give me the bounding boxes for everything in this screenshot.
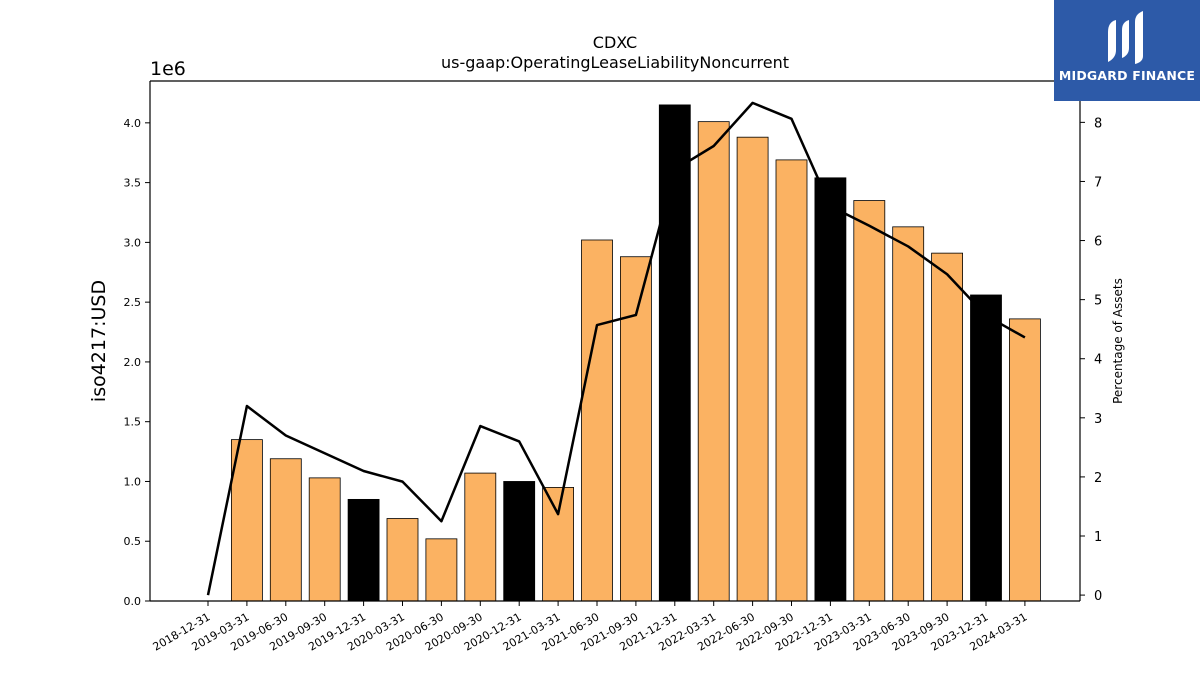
bar — [814, 177, 847, 602]
bar — [1009, 318, 1041, 602]
y2-tick-label: 1 — [1094, 530, 1102, 545]
chart-subtitle: us-gaap:OperatingLeaseLiabilityNoncurren… — [441, 53, 789, 72]
bar — [269, 458, 302, 602]
chart-title: CDXC — [593, 33, 637, 52]
bar — [347, 498, 380, 602]
y-tick-label: 1.0 — [124, 475, 142, 488]
bar — [386, 518, 419, 602]
logo-text: MIDGARD FINANCE — [1058, 68, 1196, 83]
y2-tick-label: 7 — [1094, 175, 1102, 190]
bar — [308, 477, 341, 602]
bar — [892, 226, 925, 602]
y2-tick-label: 0 — [1094, 589, 1102, 604]
y-axis-label: iso4217:USD — [88, 280, 110, 402]
logo-mark-icon — [1108, 11, 1143, 64]
bar — [697, 121, 730, 602]
y2-axis-label: Percentage of Assets — [1111, 278, 1125, 404]
bar — [464, 472, 497, 602]
y-tick-label: 3.0 — [124, 236, 142, 249]
bar — [503, 481, 536, 602]
y2-tick-label: 5 — [1094, 294, 1102, 309]
y-tick-label: 3.5 — [124, 177, 142, 190]
y-tick-label: 1.5 — [124, 416, 142, 429]
bar — [230, 439, 263, 602]
y-tick-label: 0.5 — [124, 535, 142, 548]
bar — [658, 104, 691, 602]
bar — [736, 136, 769, 602]
bar — [853, 200, 886, 602]
y-tick-label: 2.5 — [124, 296, 142, 309]
bar — [620, 256, 652, 602]
bar — [542, 487, 574, 602]
y2-tick-label: 3 — [1094, 412, 1102, 427]
bar — [775, 159, 808, 602]
percentage-line — [206, 101, 1026, 596]
y-tick-label: 2.0 — [124, 356, 142, 369]
y2-tick-label: 4 — [1094, 353, 1102, 368]
y-tick-label: 0.0 — [124, 595, 142, 608]
y2-tick-label: 2 — [1094, 471, 1102, 486]
bar — [931, 252, 963, 602]
y2-tick-label: 8 — [1094, 116, 1102, 131]
bar — [581, 239, 613, 602]
bar — [425, 538, 458, 602]
y-offset-label: 1e6 — [150, 58, 186, 80]
midgard-finance-logo: MIDGARD FINANCE — [1054, 0, 1200, 101]
bar — [970, 294, 1002, 602]
y-tick-label: 4.0 — [124, 117, 142, 130]
y2-tick-label: 6 — [1094, 235, 1102, 250]
